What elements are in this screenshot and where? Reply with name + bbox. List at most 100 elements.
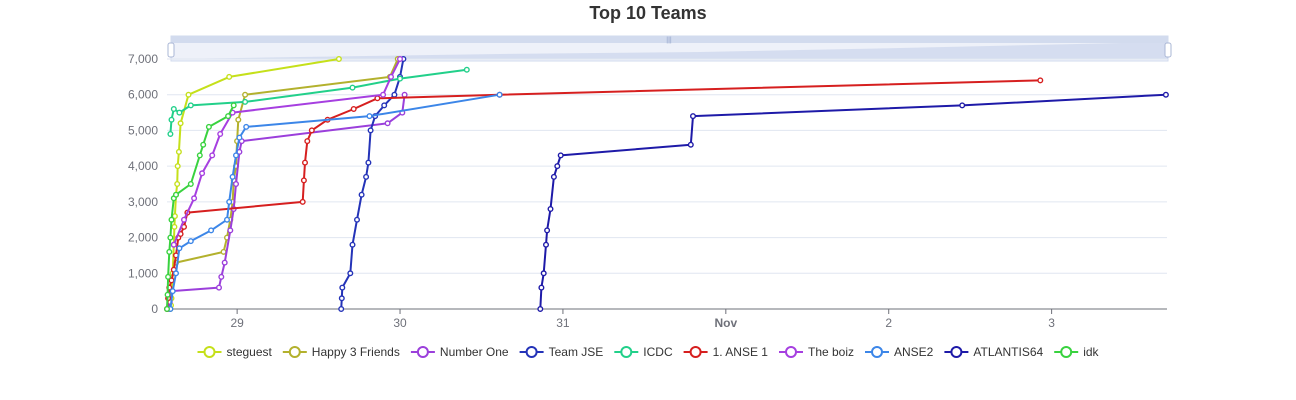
data-point[interactable] — [174, 180, 181, 187]
data-point[interactable] — [366, 113, 373, 120]
data-point[interactable] — [230, 102, 237, 109]
data-point[interactable] — [1037, 77, 1044, 84]
data-point[interactable] — [338, 306, 345, 313]
series-anse2[interactable] — [167, 91, 503, 313]
data-point[interactable] — [209, 152, 216, 159]
data-point[interactable] — [304, 138, 311, 145]
data-point[interactable] — [335, 56, 342, 63]
data-point[interactable] — [164, 291, 171, 298]
data-point[interactable] — [397, 56, 404, 63]
data-point[interactable] — [172, 191, 179, 198]
data-point[interactable] — [540, 270, 547, 277]
datazoom-right-handle[interactable] — [1164, 42, 1172, 58]
datazoom-top-bar[interactable] — [171, 36, 1168, 43]
data-point[interactable] — [172, 270, 179, 277]
data-point[interactable] — [168, 116, 175, 123]
series-line[interactable] — [166, 79, 1041, 310]
data-point[interactable] — [349, 241, 356, 248]
data-point[interactable] — [166, 248, 173, 255]
data-point[interactable] — [232, 152, 239, 159]
data-point[interactable] — [191, 195, 198, 202]
data-point[interactable] — [381, 102, 388, 109]
data-point[interactable] — [229, 173, 236, 180]
data-point[interactable] — [175, 148, 182, 155]
data-point[interactable] — [367, 127, 374, 134]
data-point[interactable] — [176, 245, 183, 252]
series-line[interactable] — [169, 58, 340, 310]
data-point[interactable] — [380, 91, 387, 98]
data-point[interactable] — [687, 141, 694, 148]
series-idk[interactable] — [163, 102, 237, 313]
series-line[interactable] — [172, 58, 401, 246]
data-point[interactable] — [537, 306, 544, 313]
series-line[interactable] — [167, 94, 406, 310]
series-1-anse-1[interactable] — [163, 77, 1044, 313]
data-point[interactable] — [221, 259, 228, 266]
legend-item[interactable]: ICDC — [614, 345, 673, 359]
data-point[interactable] — [384, 120, 391, 127]
series-atlantis64[interactable] — [537, 91, 1169, 313]
data-point[interactable] — [176, 109, 183, 116]
data-point[interactable] — [187, 180, 194, 187]
data-point[interactable] — [170, 241, 177, 248]
data-point[interactable] — [397, 75, 404, 82]
data-point[interactable] — [401, 91, 408, 98]
data-point[interactable] — [690, 113, 697, 120]
data-point[interactable] — [543, 241, 550, 248]
data-point[interactable] — [218, 273, 225, 280]
data-point[interactable] — [167, 234, 174, 241]
data-point[interactable] — [235, 116, 242, 123]
data-point[interactable] — [350, 105, 357, 112]
data-point[interactable] — [232, 180, 239, 187]
data-point[interactable] — [170, 105, 177, 112]
data-point[interactable] — [550, 173, 557, 180]
data-point[interactable] — [358, 191, 365, 198]
data-point[interactable] — [339, 284, 346, 291]
datazoom-slider[interactable]: ||| — [167, 35, 1172, 62]
data-point[interactable] — [225, 113, 232, 120]
data-point[interactable] — [538, 284, 545, 291]
data-point[interactable] — [226, 198, 233, 205]
data-point[interactable] — [199, 170, 206, 177]
legend-item[interactable]: 1. ANSE 1 — [683, 345, 769, 359]
data-point[interactable] — [299, 198, 306, 205]
legend-item[interactable]: The boiz — [779, 345, 854, 359]
data-point[interactable] — [463, 66, 470, 73]
data-point[interactable] — [165, 273, 172, 280]
legend-item[interactable]: Team JSE — [519, 345, 604, 359]
data-point[interactable] — [338, 295, 345, 302]
data-point[interactable] — [185, 91, 192, 98]
data-point[interactable] — [391, 91, 398, 98]
data-point[interactable] — [223, 216, 230, 223]
data-point[interactable] — [187, 238, 194, 245]
data-point[interactable] — [302, 159, 309, 166]
series-icdc[interactable] — [167, 66, 470, 137]
legend-item[interactable]: steguest — [197, 345, 273, 359]
data-point[interactable] — [200, 141, 207, 148]
data-point[interactable] — [496, 91, 503, 98]
data-point[interactable] — [959, 102, 966, 109]
data-point[interactable] — [163, 306, 170, 313]
data-point[interactable] — [347, 270, 354, 277]
data-point[interactable] — [242, 91, 249, 98]
legend-item[interactable]: Happy 3 Friends — [282, 345, 400, 359]
data-point[interactable] — [177, 120, 184, 127]
data-point[interactable] — [388, 73, 395, 80]
data-point[interactable] — [180, 216, 187, 223]
data-point[interactable] — [227, 227, 234, 234]
data-point[interactable] — [168, 216, 175, 223]
data-point[interactable] — [242, 98, 249, 105]
data-point[interactable] — [349, 84, 356, 91]
data-point[interactable] — [226, 73, 233, 80]
data-point[interactable] — [205, 123, 212, 130]
legend-item[interactable]: idk — [1054, 345, 1100, 359]
data-point[interactable] — [1162, 91, 1169, 98]
legend-item[interactable]: Number One — [410, 345, 509, 359]
datazoom-grip-icon[interactable]: ||| — [666, 37, 672, 44]
data-point[interactable] — [557, 152, 564, 159]
data-point[interactable] — [363, 173, 370, 180]
data-point[interactable] — [300, 177, 307, 184]
data-point[interactable] — [544, 227, 551, 234]
legend-item[interactable]: ATLANTIS64 — [944, 345, 1044, 359]
data-point[interactable] — [554, 163, 561, 170]
